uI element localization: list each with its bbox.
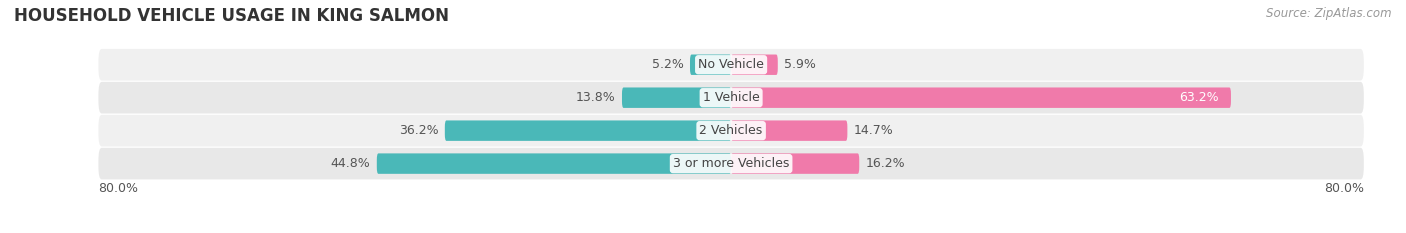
Text: No Vehicle: No Vehicle — [699, 58, 763, 71]
Text: HOUSEHOLD VEHICLE USAGE IN KING SALMON: HOUSEHOLD VEHICLE USAGE IN KING SALMON — [14, 7, 449, 25]
FancyBboxPatch shape — [98, 82, 1364, 113]
Text: 80.0%: 80.0% — [98, 182, 138, 195]
FancyBboxPatch shape — [621, 87, 731, 108]
FancyBboxPatch shape — [377, 153, 731, 174]
FancyBboxPatch shape — [731, 55, 778, 75]
FancyBboxPatch shape — [98, 49, 1364, 81]
FancyBboxPatch shape — [444, 120, 731, 141]
FancyBboxPatch shape — [98, 115, 1364, 147]
Text: 36.2%: 36.2% — [399, 124, 439, 137]
Text: 1 Vehicle: 1 Vehicle — [703, 91, 759, 104]
FancyBboxPatch shape — [731, 120, 848, 141]
Text: 63.2%: 63.2% — [1180, 91, 1219, 104]
FancyBboxPatch shape — [731, 153, 859, 174]
FancyBboxPatch shape — [731, 87, 1232, 108]
Text: 5.9%: 5.9% — [785, 58, 815, 71]
Text: 13.8%: 13.8% — [576, 91, 616, 104]
Text: 80.0%: 80.0% — [1324, 182, 1364, 195]
Text: Source: ZipAtlas.com: Source: ZipAtlas.com — [1267, 7, 1392, 20]
Text: 16.2%: 16.2% — [866, 157, 905, 170]
Text: 14.7%: 14.7% — [853, 124, 893, 137]
Text: 5.2%: 5.2% — [652, 58, 683, 71]
FancyBboxPatch shape — [98, 148, 1364, 179]
Text: 2 Vehicles: 2 Vehicles — [700, 124, 762, 137]
Text: 44.8%: 44.8% — [330, 157, 370, 170]
Text: 3 or more Vehicles: 3 or more Vehicles — [673, 157, 789, 170]
FancyBboxPatch shape — [690, 55, 731, 75]
